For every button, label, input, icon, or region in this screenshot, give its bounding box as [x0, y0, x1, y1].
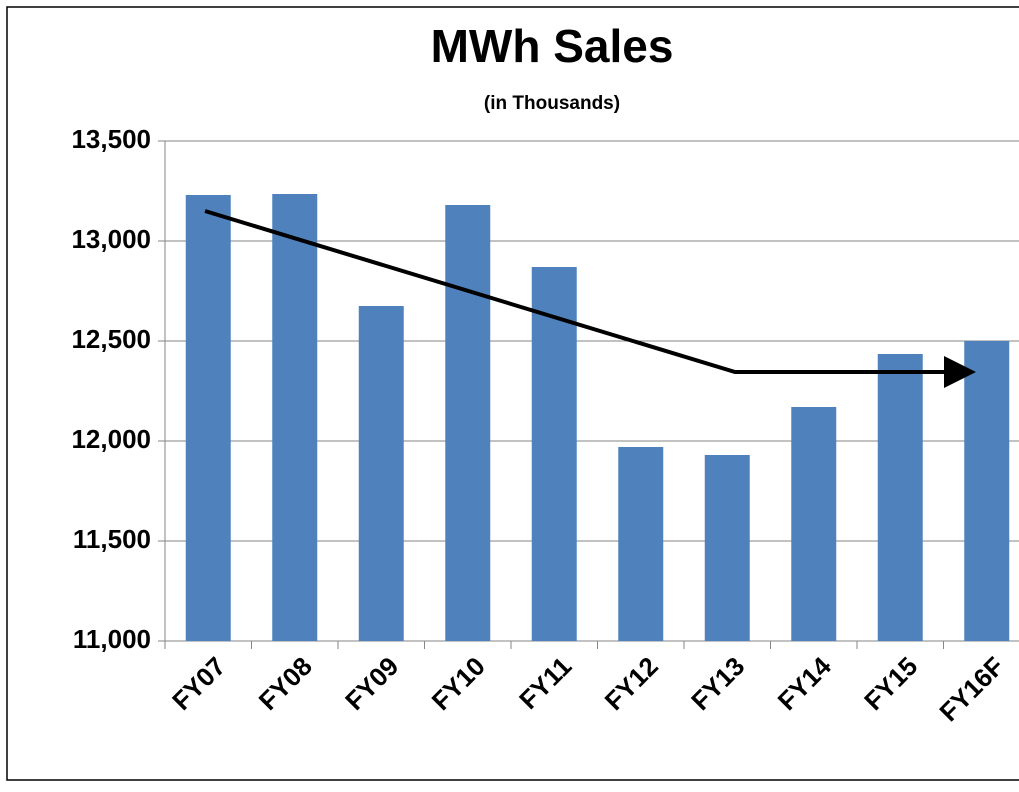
frame: [6, 6, 1019, 781]
x-tick-label: FY07: [166, 651, 231, 716]
x-tick-label: FY09: [339, 651, 404, 716]
bar: [877, 354, 923, 641]
y-tick-label: 13,000: [71, 224, 151, 254]
bar: [704, 455, 750, 641]
bar: [618, 447, 664, 641]
x-tick-label: FY13: [685, 651, 750, 716]
bar: [531, 267, 577, 641]
bar: [791, 407, 837, 641]
bar: [445, 205, 491, 641]
x-tick-label: FY11: [513, 651, 577, 715]
y-tick-label: 11,000: [73, 624, 151, 654]
x-tick-label: FY15: [858, 651, 923, 716]
bar: [185, 195, 231, 641]
chart-subtitle: (in Thousands): [484, 93, 620, 114]
x-tick-label: FY14: [772, 651, 838, 717]
y-tick-label: 12,000: [71, 424, 151, 454]
trend-arrow: [204, 209, 976, 388]
x-tick-label: FY12: [599, 651, 664, 716]
y-tick-label: 13,500: [71, 124, 151, 154]
x-tick-label: FY10: [426, 651, 491, 716]
bar: [964, 341, 1010, 641]
x-tick-label: FY08: [253, 651, 318, 716]
y-tick-label: 12,500: [71, 324, 151, 354]
chart-title: MWh Sales: [431, 20, 674, 72]
y-tick-label: 11,500: [73, 524, 151, 554]
bar: [358, 306, 404, 641]
x-tick-label: FY16F: [933, 651, 1009, 727]
bar: [272, 194, 318, 641]
